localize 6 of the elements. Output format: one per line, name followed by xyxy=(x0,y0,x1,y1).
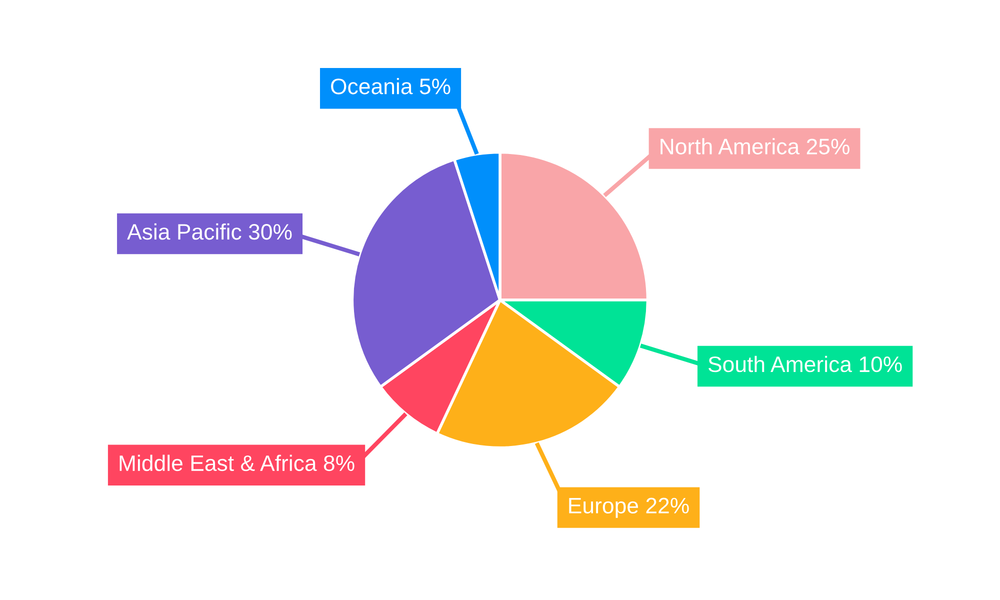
slice-label: Middle East & Africa 8% xyxy=(120,454,354,472)
slice-label: South America 10% xyxy=(708,356,902,372)
slice-label: Europe 22% xyxy=(569,498,689,518)
slice-label: Asia Pacific 30% xyxy=(127,223,292,240)
slice-label: North America 25% xyxy=(660,138,850,154)
slice-label: Oceania 5% xyxy=(331,78,450,94)
